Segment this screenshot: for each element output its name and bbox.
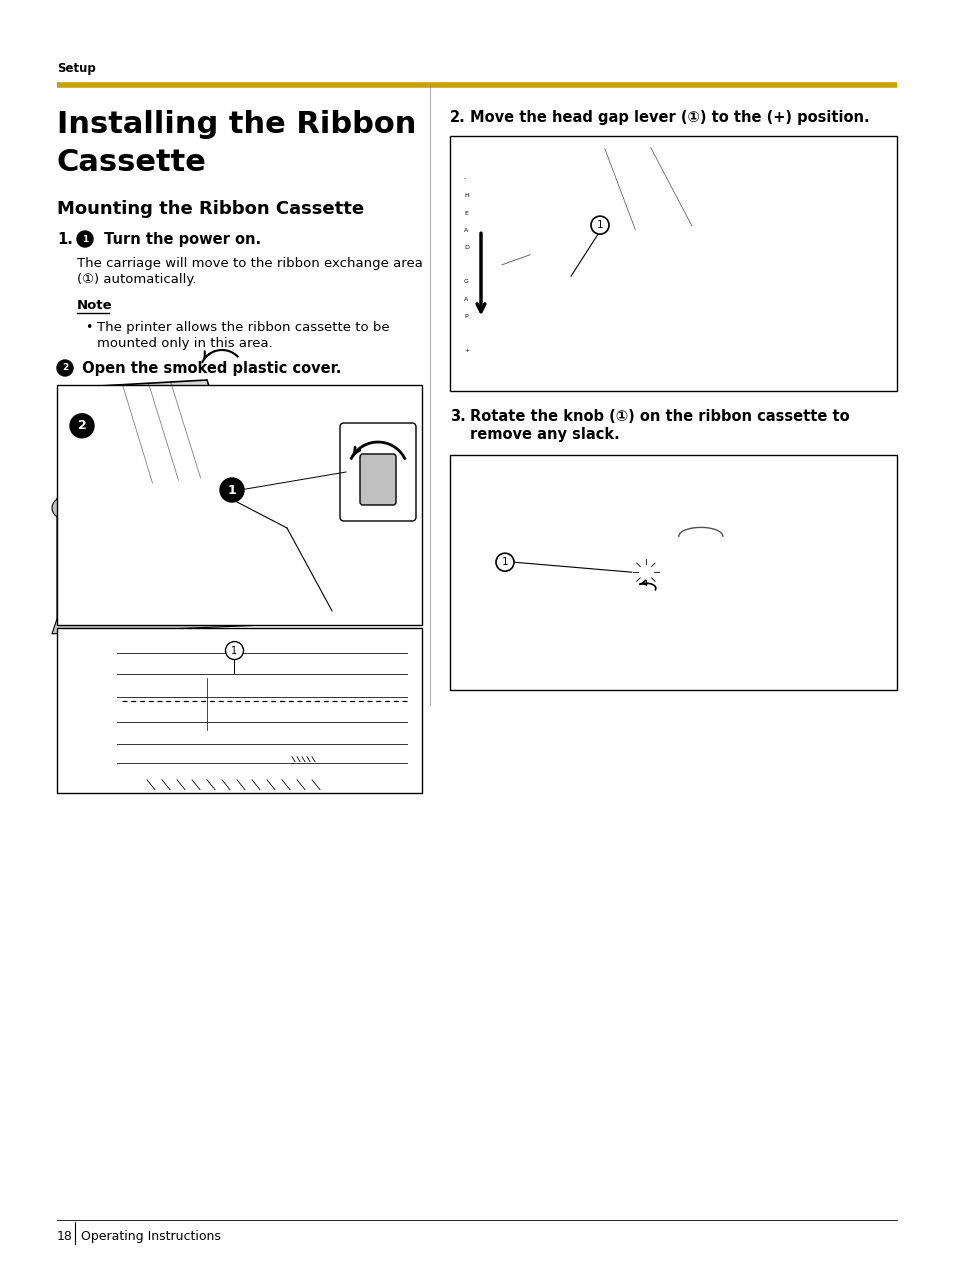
Text: D: D (463, 245, 468, 251)
Text: 18: 18 (57, 1230, 72, 1243)
Polygon shape (77, 474, 372, 513)
Circle shape (70, 413, 94, 438)
FancyBboxPatch shape (852, 266, 864, 281)
Text: H: H (463, 193, 468, 198)
Circle shape (220, 478, 244, 502)
Text: 1: 1 (82, 234, 88, 243)
Circle shape (77, 232, 92, 247)
FancyBboxPatch shape (57, 385, 421, 625)
Text: Operating Instructions: Operating Instructions (81, 1230, 221, 1243)
FancyBboxPatch shape (102, 645, 120, 785)
Text: Move the head gap lever (①) to the (+) position.: Move the head gap lever (①) to the (+) p… (470, 109, 869, 125)
Text: 2.: 2. (450, 109, 465, 125)
FancyBboxPatch shape (450, 136, 896, 391)
Circle shape (639, 565, 652, 579)
Text: Rotate the knob (①) on the ribbon cassette to: Rotate the knob (①) on the ribbon casset… (470, 410, 849, 424)
FancyBboxPatch shape (182, 673, 276, 735)
Text: Open the smoked plastic cover.: Open the smoked plastic cover. (77, 361, 341, 377)
FancyBboxPatch shape (470, 307, 492, 326)
Circle shape (631, 558, 659, 586)
Circle shape (553, 270, 577, 294)
Polygon shape (77, 502, 372, 605)
Circle shape (284, 502, 290, 509)
FancyBboxPatch shape (57, 628, 421, 792)
Text: 1: 1 (232, 646, 237, 655)
Circle shape (252, 729, 262, 738)
FancyBboxPatch shape (192, 678, 227, 730)
Circle shape (52, 499, 71, 518)
FancyBboxPatch shape (838, 267, 850, 282)
Text: Mounting the Ribbon Cassette: Mounting the Ribbon Cassette (57, 200, 364, 218)
Polygon shape (515, 146, 770, 238)
Text: P: P (463, 314, 467, 319)
Text: Note: Note (77, 299, 112, 312)
Text: Cassette: Cassette (57, 148, 207, 177)
FancyBboxPatch shape (330, 502, 340, 514)
Polygon shape (510, 369, 882, 389)
Text: Turn the power on.: Turn the power on. (99, 232, 261, 247)
FancyBboxPatch shape (341, 502, 353, 514)
FancyBboxPatch shape (359, 454, 395, 505)
FancyBboxPatch shape (306, 502, 316, 514)
FancyBboxPatch shape (810, 270, 822, 285)
Polygon shape (605, 547, 770, 597)
Circle shape (783, 279, 789, 284)
Circle shape (803, 279, 809, 284)
Circle shape (264, 502, 270, 509)
Polygon shape (596, 527, 605, 597)
Text: remove any slack.: remove any slack. (470, 427, 619, 441)
FancyBboxPatch shape (292, 691, 322, 757)
Text: The printer allows the ribbon cassette to be: The printer allows the ribbon cassette t… (97, 321, 389, 335)
Polygon shape (510, 220, 882, 286)
Text: E: E (463, 211, 467, 216)
FancyBboxPatch shape (456, 167, 504, 364)
Circle shape (559, 276, 569, 286)
Text: 1: 1 (596, 220, 602, 230)
FancyBboxPatch shape (339, 424, 416, 522)
Text: +: + (463, 349, 469, 354)
Text: •: • (85, 321, 92, 335)
Polygon shape (57, 485, 77, 618)
Text: 1: 1 (228, 483, 236, 496)
Text: A: A (463, 296, 468, 301)
Circle shape (793, 279, 800, 284)
Circle shape (57, 360, 73, 377)
Text: Installing the Ribbon: Installing the Ribbon (57, 109, 416, 139)
Text: The carriage will move to the ribbon exchange area: The carriage will move to the ribbon exc… (77, 257, 422, 270)
Circle shape (106, 716, 116, 726)
Text: (①) automatically.: (①) automatically. (77, 273, 196, 286)
Circle shape (225, 641, 243, 660)
Text: -: - (463, 177, 466, 181)
Text: 2: 2 (62, 364, 68, 373)
Polygon shape (665, 527, 735, 546)
Polygon shape (596, 523, 770, 552)
Text: G: G (463, 280, 468, 285)
Text: 3.: 3. (450, 410, 465, 424)
FancyBboxPatch shape (317, 502, 329, 514)
Circle shape (192, 729, 202, 738)
Text: A: A (463, 228, 468, 233)
FancyBboxPatch shape (450, 455, 896, 689)
FancyBboxPatch shape (824, 268, 836, 284)
Text: Setup: Setup (57, 62, 95, 75)
Polygon shape (510, 276, 882, 380)
Polygon shape (596, 572, 763, 588)
Text: 1.: 1. (57, 232, 72, 247)
Text: 2: 2 (77, 420, 87, 432)
Circle shape (496, 553, 514, 571)
Text: mounted only in this area.: mounted only in this area. (97, 337, 273, 350)
Polygon shape (52, 605, 372, 633)
Circle shape (590, 216, 608, 234)
Circle shape (274, 502, 280, 509)
Text: 1: 1 (501, 557, 508, 567)
Polygon shape (77, 380, 236, 488)
